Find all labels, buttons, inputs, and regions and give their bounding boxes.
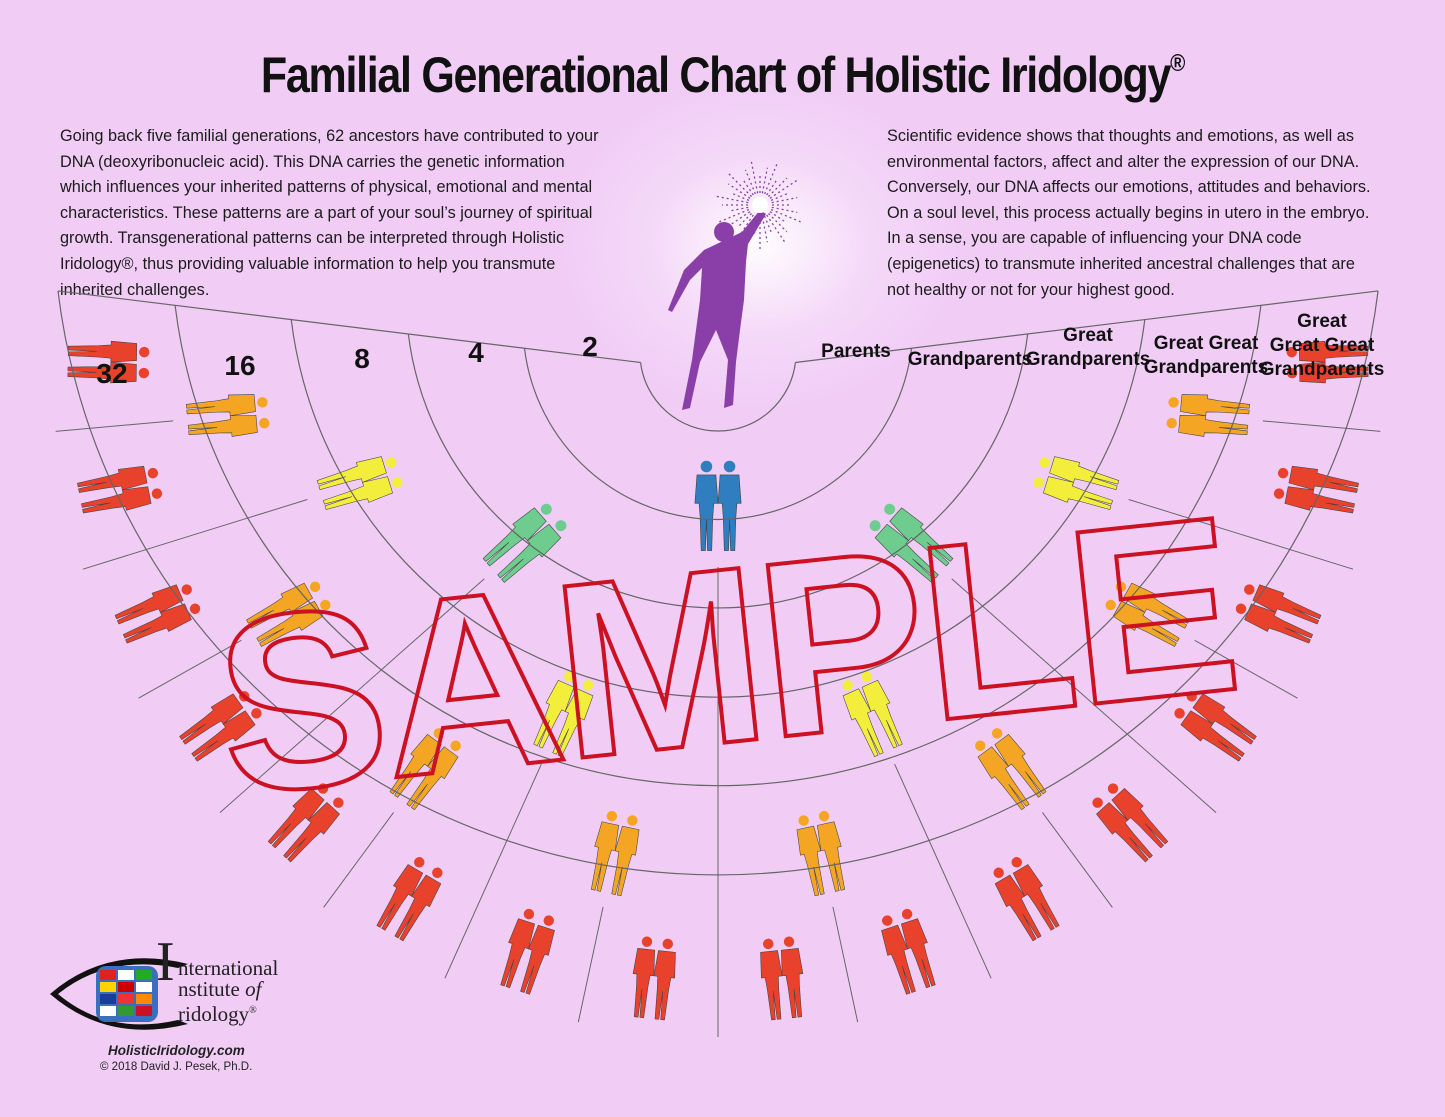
copyright-text: © 2018 David J. Pesek, Ph.D. [100, 1061, 253, 1073]
ancestor-figure [81, 486, 163, 514]
intro-right-text: Scientific evidence shows that thoughts … [887, 127, 1371, 299]
ancestor-figure [191, 708, 262, 762]
ancestor-figure [993, 867, 1042, 942]
ancestor-figure [1186, 691, 1257, 745]
generation-label: Grandparents [908, 349, 1033, 370]
ancestor-figure [1235, 603, 1314, 644]
ancestor-figure [796, 815, 825, 897]
ancestor-figure [497, 520, 567, 583]
iii-logo-icon [50, 958, 188, 1030]
sample-watermark-text: SAMPLE [205, 464, 1246, 848]
ancestor-figure [717, 460, 742, 551]
ancestor-figure [520, 915, 555, 995]
ancestor-figure [179, 691, 250, 745]
ring-count-2: 2 [582, 331, 598, 362]
ancestor-figure [632, 936, 655, 1019]
ancestor-figure [67, 340, 150, 363]
ancestor-figure [1107, 783, 1169, 849]
logo-wordmark: I nternational nstitute of ridology® [156, 931, 279, 1026]
fan-edge [795, 290, 1379, 364]
page-title: Familial Generational Chart of Holistic … [260, 47, 1185, 103]
ancestor-figure [653, 938, 676, 1021]
ancestor-figure [611, 815, 640, 897]
ancestor-figure [246, 581, 321, 629]
ancestor-figure [122, 603, 201, 644]
ancestor-figure [1105, 599, 1180, 647]
ancestor-figure [533, 671, 575, 749]
light-glow [560, 80, 960, 410]
ring-count-4: 4 [468, 337, 484, 368]
ancestor-figure [500, 908, 536, 989]
ancestor-figure [406, 740, 461, 811]
ancestor-figure [1244, 584, 1322, 625]
ancestor-figure [1115, 581, 1190, 629]
generation-label: Grandparents [1026, 349, 1151, 370]
ancestor-figure [1174, 708, 1245, 762]
purple-figure [668, 210, 766, 410]
generation-label: Great Great [1270, 335, 1375, 356]
sample-watermark: SAMPLE [203, 462, 1248, 850]
ancestor-figure [552, 680, 594, 757]
ancestor-figure [842, 680, 884, 757]
generation-label: Grandparents [1144, 357, 1269, 378]
ancestor-figure [1168, 394, 1251, 417]
ancestor-figure [1033, 476, 1113, 510]
ancestor-figure [323, 476, 403, 510]
ancestor-figure [67, 361, 150, 384]
ancestor-figure [1286, 361, 1369, 384]
ancestor-figure [817, 810, 846, 892]
reaching-figure [668, 159, 803, 410]
ancestor-figure [77, 465, 159, 493]
ring-count-32: 32 [96, 358, 127, 389]
ancestor-figure [869, 520, 939, 583]
ancestor-figure [760, 938, 783, 1021]
generation-label: Grandparents [1260, 359, 1385, 380]
ancestor-figure [900, 908, 936, 989]
ancestor-figure [482, 503, 552, 567]
generation-label: Great Great [1154, 333, 1259, 354]
ancestor-figure [1011, 857, 1060, 931]
ancestor-figure [185, 394, 268, 417]
ancestor-figure [1286, 340, 1369, 363]
ring-arc-0 [639, 362, 797, 432]
ancestor-figure [389, 728, 445, 798]
ancestor-figure [283, 797, 344, 863]
intro-left-text: Going back five familial generations, 62… [60, 127, 599, 299]
generation-headers: 32 16 8 4 2 Parents Grandparents Great Grandpare… [96, 311, 1384, 389]
ancestor-figure [881, 915, 916, 995]
ancestor-figure [861, 671, 903, 749]
star-icon [752, 197, 768, 213]
website-link[interactable]: HolisticIridology.com [108, 1043, 245, 1058]
ancestor-figure [376, 857, 425, 931]
ancestor-figure [114, 584, 192, 625]
ancestor-figures [67, 340, 1369, 1021]
ancestor-figure [590, 810, 619, 892]
generation-label: Great [1297, 311, 1347, 332]
ancestor-figure [991, 728, 1047, 798]
generation-label: Parents [821, 341, 891, 362]
ancestor-figure [394, 867, 443, 942]
fan-rings [55, 290, 1381, 1037]
ring-arc-1 [523, 348, 913, 520]
ancestor-figure [1039, 456, 1120, 490]
ring-count-16: 16 [224, 350, 255, 381]
ancestor-figure [975, 740, 1030, 811]
ancestor-figure [1277, 465, 1359, 493]
ring-count-8: 8 [354, 343, 370, 374]
ancestor-figure [316, 456, 397, 490]
ancestor-figure [1092, 797, 1153, 863]
ancestor-figure [781, 936, 804, 1019]
ancestor-figure [694, 460, 719, 551]
fan-edge [57, 290, 641, 364]
generation-label: Great [1063, 325, 1113, 346]
ancestor-figure [267, 783, 329, 849]
ancestor-figure [256, 599, 331, 647]
